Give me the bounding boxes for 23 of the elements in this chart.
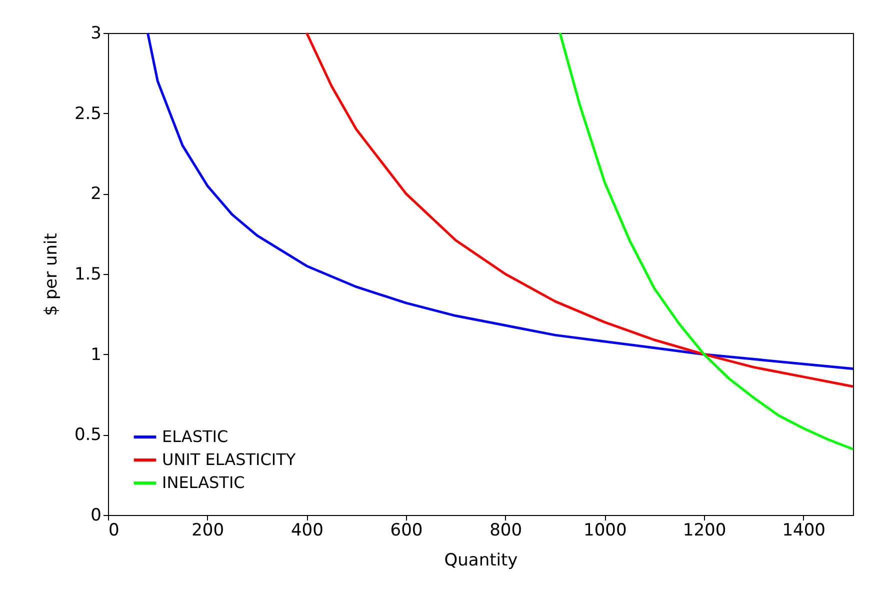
y-tick-label: 2.5 — [74, 104, 102, 124]
line-series — [305, 32, 854, 388]
legend-label: ELASTIC — [162, 427, 228, 446]
x-tick-label: 800 — [490, 520, 522, 540]
legend-label: UNIT ELASTICITY — [162, 450, 296, 469]
y-tick-label: 2 — [90, 184, 102, 204]
x-tick-label: 400 — [290, 520, 324, 540]
y-tick-label: 3 — [90, 24, 102, 44]
x-tick-label: 1000 — [584, 520, 627, 540]
line-series — [146, 32, 854, 370]
line-series — [558, 32, 854, 450]
x-tick-label: 600 — [390, 520, 423, 540]
y-tick-label: 1.5 — [74, 264, 102, 284]
legend-label: INELASTIC — [162, 473, 245, 492]
y-tick-label: 0 — [90, 506, 102, 526]
x-tick-label: 0 — [108, 520, 120, 540]
y-axis-title: $ per unit — [41, 232, 62, 316]
x-tick-label: 1200 — [682, 520, 726, 540]
y-tick-label: 1 — [90, 344, 102, 365]
y-tick-label: 0.5 — [74, 425, 102, 446]
x-axis-title: Quantity — [444, 550, 518, 570]
x-tick-label: 1400 — [782, 520, 826, 540]
x-tick-label: 200 — [192, 520, 224, 540]
